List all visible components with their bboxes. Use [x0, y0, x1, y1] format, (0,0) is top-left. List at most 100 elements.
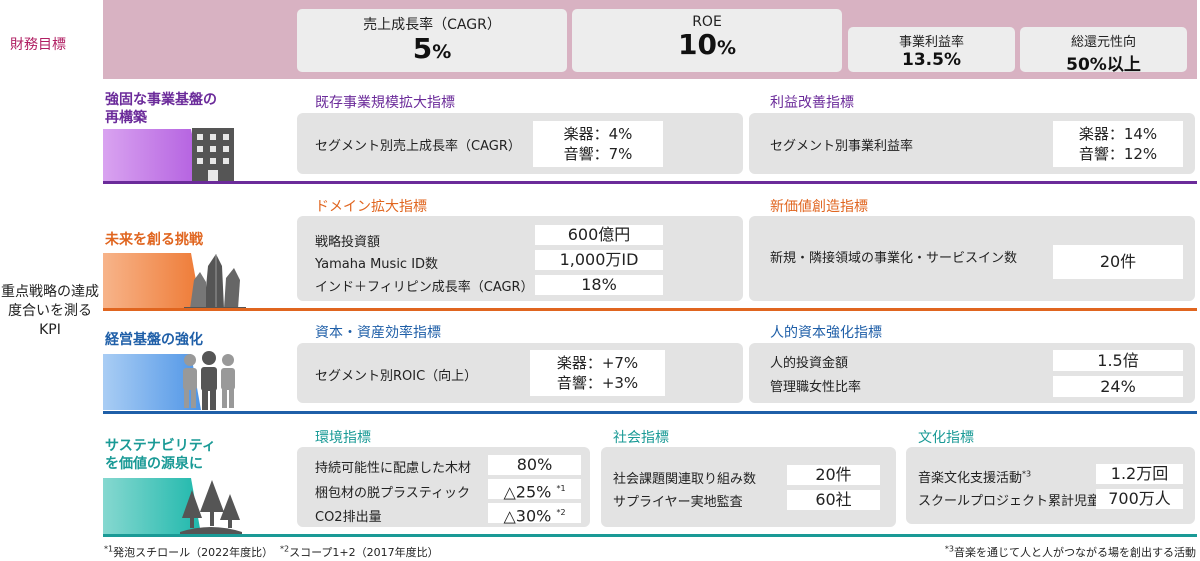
row4-gradient-shape	[103, 478, 201, 534]
row2-new-business-value: 20件	[1053, 245, 1183, 279]
env-category: 環境指標	[315, 430, 371, 446]
env-packaging-note-mark: *1	[556, 484, 566, 493]
footnote-3-text: 音楽を通じて人と人がつながる場を創出する活動	[954, 546, 1196, 559]
footnote-3: *3音楽を通じて人と人がつながる場を創出する活動	[945, 544, 1196, 560]
culture-support-value: 1.2万回	[1096, 464, 1183, 484]
row3-gradient-shape	[103, 354, 201, 410]
row1-gradient-panel	[103, 129, 243, 181]
row2-yamaha-music-id-value: 1,000万ID	[535, 250, 663, 270]
row1-left-item-label: セグメント別売上成長率（CAGR）	[315, 139, 521, 154]
row3-human-investment-label: 人的投資金額	[770, 356, 849, 371]
row1-left-value-instruments: 楽器：4%	[563, 125, 633, 143]
operating-margin-value: 13.5%	[902, 50, 961, 70]
env-packaging-value: △25%	[503, 482, 552, 502]
cagr-target-label: 売上成長率（CAGR）	[363, 17, 501, 33]
operating-margin-target-card: 事業利益率 13.5%	[848, 27, 1015, 72]
row3-left-value-instruments: 楽器：+7%	[556, 354, 639, 372]
row1-left-category: 既存事業規模拡大指標	[315, 95, 455, 111]
row3-title: 経営基盤の強化	[105, 332, 203, 348]
row2-title: 未来を創る挑戦	[105, 232, 203, 248]
row1-left-value-box: 楽器：4% 音響：7%	[533, 121, 663, 167]
row2-india-philippines-value: 18%	[535, 275, 663, 295]
kpi-side-label: 重点戦略の達成度合いを測るKPI	[1, 284, 99, 338]
row2-yamaha-music-id-label: Yamaha Music ID数	[315, 257, 439, 272]
roe-target-value: 10%	[677, 28, 736, 61]
row4-separator	[103, 534, 1197, 537]
footnote-1-mark: *1	[104, 544, 114, 554]
culture-support-label: 音楽文化支援活動	[918, 471, 1023, 486]
cagr-target-card: 売上成長率（CAGR） 5%	[297, 9, 567, 72]
culture-support-note-mark: *3	[1022, 469, 1032, 479]
row1-right-value-instruments: 楽器：14%	[1078, 125, 1158, 143]
social-supplier-audit-label: サプライヤー実地監査	[613, 495, 743, 510]
culture-school-project-value: 700万人	[1096, 489, 1183, 509]
row2-strategic-investment-value: 600億円	[535, 225, 663, 245]
social-panel	[601, 447, 896, 527]
footnote-3-mark: *3	[944, 544, 954, 554]
financial-targets-label: 財務目標	[10, 37, 66, 53]
row2-left-panel	[297, 216, 743, 301]
social-initiatives-value: 20件	[787, 465, 880, 485]
row3-left-category: 資本・資産効率指標	[315, 325, 441, 341]
row3-left-item-label: セグメント別ROIC（向上）	[315, 369, 478, 384]
row3-left-value-audio: 音響：+3%	[556, 374, 639, 392]
env-packaging-value-box: △25% *1	[488, 479, 581, 502]
row3-human-investment-value: 1.5倍	[1053, 350, 1183, 371]
env-co2-label: CO2排出量	[315, 510, 382, 525]
total-payout-value: 50%以上	[1066, 55, 1141, 75]
culture-category: 文化指標	[918, 430, 974, 446]
roe-target-card: ROE 10%	[572, 9, 842, 72]
env-packaging-label: 梱包材の脱プラスティック	[315, 486, 470, 501]
row2-left-category: ドメイン拡大指標	[315, 199, 427, 215]
row4-title: サステナビリティを価値の源泉に	[105, 438, 216, 472]
row4-gradient-panel	[103, 478, 243, 534]
row1-right-category: 利益改善指標	[770, 95, 854, 111]
footnote-2: *2スコープ1+2（2017年度比）	[280, 544, 439, 560]
row2-separator	[103, 308, 1197, 311]
row2-strategic-investment-label: 戦略投資額	[315, 235, 381, 250]
row1-right-value-box: 楽器：14% 音響：12%	[1053, 121, 1183, 167]
row2-india-philippines-label: インド＋フィリピン成長率（CAGR）	[315, 280, 534, 295]
row3-female-managers-value: 24%	[1053, 376, 1183, 397]
env-wood-value: 80%	[488, 455, 581, 475]
cagr-target-value: 5%	[412, 32, 452, 65]
roe-target-label: ROE	[692, 14, 722, 30]
env-co2-value: △30%	[503, 506, 552, 526]
culture-panel	[906, 447, 1195, 524]
row2-gradient-panel	[103, 253, 243, 308]
operating-margin-label: 事業利益率	[898, 35, 964, 50]
row1-gradient-shape	[103, 129, 201, 181]
row3-gradient-panel	[103, 354, 243, 410]
total-payout-label: 総還元性向	[1070, 35, 1136, 50]
env-co2-value-box: △30% *2	[488, 503, 581, 526]
row1-left-panel	[297, 113, 743, 174]
row2-gradient-shape	[103, 253, 201, 308]
row3-right-category: 人的資本強化指標	[770, 325, 882, 341]
building-icon	[188, 124, 238, 181]
env-wood-label: 持続可能性に配慮した木材	[315, 461, 472, 476]
crystal-icon	[184, 252, 246, 309]
row1-right-value-audio: 音響：12%	[1078, 145, 1158, 163]
footnote-1-text: 発泡スチロール（2022年度比）	[113, 546, 274, 559]
env-co2-note-mark: *2	[556, 508, 566, 517]
row3-left-value-box: 楽器：+7% 音響：+3%	[530, 350, 665, 396]
social-category: 社会指標	[613, 430, 669, 446]
total-payout-target-card: 総還元性向 50%以上	[1020, 27, 1187, 75]
row2-new-business-label: 新規・隣接領域の事業化・サービスイン数	[770, 251, 1018, 266]
footnote-2-text: スコープ1+2（2017年度比）	[289, 546, 439, 559]
forest-icon	[180, 478, 242, 536]
culture-support-label-box: 音楽文化支援活動*3	[918, 467, 1031, 486]
row1-left-value-audio: 音響：7%	[563, 145, 633, 163]
row2-right-category: 新価値創造指標	[770, 199, 868, 215]
social-supplier-audit-value: 60社	[787, 490, 880, 510]
row1-title: 強固な事業基盤の再構築	[105, 92, 217, 126]
row3-female-managers-label: 管理職女性比率	[770, 380, 862, 395]
row1-right-item-label: セグメント別事業利益率	[770, 139, 914, 154]
culture-school-project-label: スクールプロジェクト累計児童数	[918, 494, 1114, 509]
row1-separator	[103, 181, 1197, 184]
social-initiatives-label: 社会課題関連取り組み数	[613, 472, 757, 487]
row3-left-panel	[297, 343, 743, 403]
footnote-2-mark: *2	[280, 544, 290, 554]
row3-separator	[103, 411, 1197, 414]
people-icon	[178, 350, 240, 410]
